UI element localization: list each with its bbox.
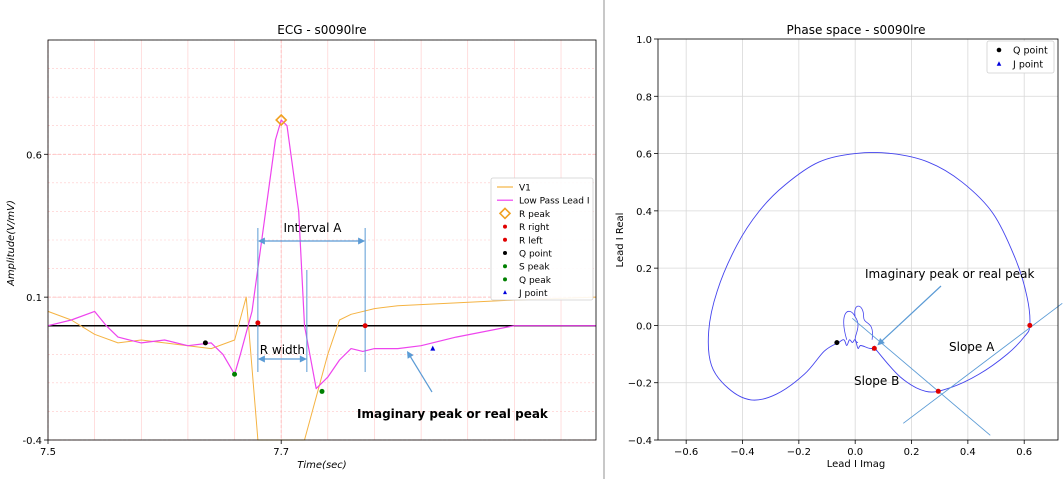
ecg-legend-label: Low Pass Lead I — [519, 197, 590, 207]
ecg-xlabel: Time(sec) — [297, 460, 346, 471]
phase-legend-label: J point — [1012, 60, 1043, 71]
phase-xtick-label: 0.0 — [847, 447, 863, 458]
phase-grid — [658, 38, 1058, 441]
phase-legend-swatch — [996, 61, 1002, 66]
imaginary-peak-label: Imaginary peak or real peak — [865, 267, 1034, 281]
phase-inner-loop — [854, 305, 873, 340]
slope-a-line — [903, 302, 1063, 424]
ecg-marker-q-peak — [319, 388, 325, 394]
ecg-ticks: -0.4 0.1 0.6 7.5 7.7 — [22, 150, 289, 458]
ecg-legend-label: R left — [519, 236, 543, 246]
phase-ticks: −0.4 −0.2 0.0 0.2 0.4 0.6 0.8 1.0 −0.6 −0.4 −0.2 0.… — [628, 35, 1032, 458]
arrowhead — [877, 338, 885, 346]
phase-xtick-label: 0.2 — [904, 447, 920, 458]
phase-xlabel: Lead I Imag — [827, 459, 886, 470]
ecg-marker-r-peak — [275, 113, 288, 127]
phase-ytick-label: −0.2 — [628, 379, 652, 390]
arrowhead — [299, 355, 307, 363]
phase-legend: Q point J point — [986, 40, 1055, 74]
ecg-legend-swatch — [503, 290, 507, 295]
ecg-legend-swatch — [503, 251, 507, 255]
phase-chart: Phase space - s0090lre Lead I Imag Lead … — [615, 23, 1063, 470]
ecg-legend-label: V1 — [519, 184, 531, 194]
phase-plot-frame — [657, 38, 1059, 441]
ecg-marker-j-point — [430, 345, 436, 351]
ecg-xtick-label: 7.7 — [273, 447, 289, 458]
ecg-legend-label: R right — [519, 223, 550, 233]
phase-ylabel: Lead I Real — [615, 213, 626, 268]
ecg-legend: V1 Low Pass Lead I R peak R right R left Q po… — [490, 177, 594, 301]
arrowhead — [257, 355, 265, 363]
phase-ytick-label: 0.2 — [636, 264, 652, 275]
phase-xtick-label: 0.6 — [1016, 447, 1032, 458]
phase-title: Phase space - s0090lre — [787, 23, 926, 37]
phase-marker-point — [935, 388, 941, 394]
phase-marker-q-point — [834, 340, 840, 346]
arrowhead — [358, 237, 366, 245]
arrowhead — [407, 351, 414, 359]
ecg-plot-frame — [47, 39, 597, 441]
phase-annotations: Imaginary peak or real peak Slope A Slope … — [851, 267, 1063, 436]
ecg-ytick-label: 0.1 — [26, 293, 42, 304]
ecg-legend-swatch — [503, 224, 507, 229]
slope-a-label: Slope A — [949, 340, 995, 354]
ecg-legend-box — [490, 177, 594, 301]
phase-trajectory — [707, 152, 1031, 401]
ecg-title: ECG - s0090lre — [277, 23, 366, 37]
phase-ytick-label: 0.8 — [636, 92, 652, 103]
ecg-marker-r-right — [362, 323, 368, 329]
ecg-legend-swatch — [503, 264, 507, 269]
panel-divider — [603, 0, 605, 479]
ecg-ytick-label: -0.4 — [22, 436, 42, 447]
ecg-legend-swatch — [498, 207, 512, 220]
phase-ytick-label: 0.6 — [636, 150, 652, 161]
r-width-label: R width — [260, 343, 305, 357]
ecg-series-line — [47, 119, 596, 390]
phase-legend-label: Q point — [1013, 46, 1048, 57]
ecg-xtick-label: 7.5 — [40, 447, 56, 458]
slope-b-line — [851, 317, 991, 436]
ecg-chart: ECG - s0090lre Time(sec) Amplitude(V/mV)… — [6, 23, 597, 471]
phase-marker-point — [871, 345, 877, 351]
phase-inner-loops — [843, 305, 873, 343]
ecg-ylabel: Amplitude(V/mV) — [6, 200, 17, 287]
ecg-legend-swatch — [503, 277, 507, 282]
ecg-ytick-label: 0.6 — [26, 150, 42, 161]
phase-ytick-label: 0.4 — [636, 207, 652, 218]
ecg-legend-label: J point — [518, 289, 548, 299]
imaginary-peak-arrow — [409, 355, 433, 393]
phase-marker-point — [1027, 322, 1033, 328]
interval-a-label: Interval A — [284, 221, 343, 235]
phase-ytick-label: 1.0 — [636, 35, 652, 46]
imaginary-peak-arrow — [877, 285, 942, 345]
phase-ytick-label: 0.0 — [636, 321, 652, 332]
phase-xtick-label: −0.4 — [730, 447, 754, 458]
ecg-marker-r-left — [255, 320, 261, 326]
ecg-legend-label: R peak — [519, 210, 551, 220]
phase-legend-box — [986, 40, 1055, 74]
ecg-annotations: Interval A R width Imaginary peak or real … — [257, 221, 549, 421]
phase-ytick-label: −0.4 — [628, 436, 652, 447]
ecg-legend-label: S peak — [519, 263, 550, 273]
ecg-legend-swatch — [503, 237, 507, 242]
ecg-marker-s-peak — [232, 371, 238, 377]
phase-xtick-label: 0.4 — [960, 447, 976, 458]
ecg-legend-label: Q peak — [519, 276, 552, 286]
phase-xtick-label: −0.6 — [674, 447, 698, 458]
arrowhead — [257, 237, 265, 245]
slope-b-label: Slope B — [854, 374, 899, 388]
phase-inner-loop — [843, 311, 859, 343]
imaginary-peak-label: Imaginary peak or real peak — [357, 407, 549, 421]
ecg-marker-q-point — [202, 340, 208, 346]
phase-xtick-label: −0.2 — [787, 447, 811, 458]
ecg-legend-label: Q point — [519, 250, 552, 260]
phase-legend-swatch — [996, 47, 1002, 53]
